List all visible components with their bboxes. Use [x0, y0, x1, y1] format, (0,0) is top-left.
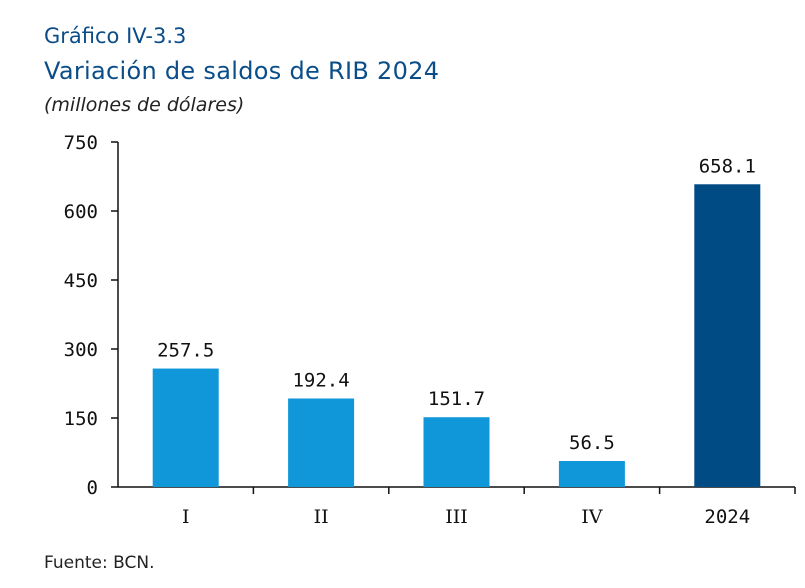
- chart-subtitle: (millones de dólares): [44, 94, 245, 116]
- x-category-label: II: [314, 506, 329, 528]
- y-tick-label: 450: [64, 270, 98, 292]
- bar-i: [152, 368, 219, 487]
- bar-ii: [288, 398, 355, 487]
- data-label-2024: 658.1: [699, 155, 756, 177]
- data-label-ii: 192.4: [292, 369, 349, 391]
- y-tick-label: 150: [64, 408, 98, 430]
- bar-iv: [558, 461, 625, 487]
- data-label-iii: 151.7: [428, 388, 485, 410]
- data-label-i: 257.5: [157, 340, 214, 362]
- y-tick-label: 750: [64, 132, 98, 154]
- x-category-label: I: [182, 506, 190, 528]
- y-tick-label: 0: [87, 477, 98, 499]
- chart-title: Variación de saldos de RIB 2024: [44, 57, 440, 85]
- chart-label: Gráfico IV-3.3: [44, 24, 187, 48]
- y-tick-label: 300: [64, 339, 98, 361]
- data-label-iv: 56.5: [569, 432, 615, 454]
- bar-iii: [423, 417, 490, 487]
- x-category-label: 2024: [704, 506, 750, 528]
- x-category-label: III: [445, 506, 468, 528]
- y-tick-label: 600: [64, 201, 98, 223]
- x-category-label: IV: [581, 506, 603, 528]
- source-note: Fuente: BCN.: [44, 553, 155, 573]
- bar-2024: [694, 184, 761, 488]
